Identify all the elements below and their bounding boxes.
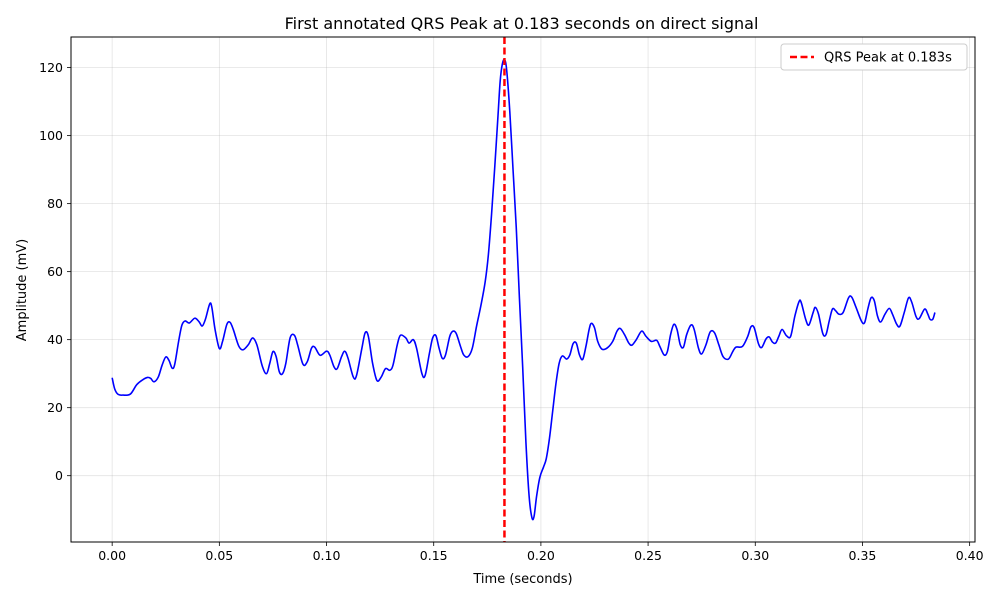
x-tick-label: 0.05 xyxy=(205,548,233,563)
y-axis-label: Amplitude (mV) xyxy=(15,239,30,341)
x-tick-label: 0.30 xyxy=(741,548,769,563)
y-tick-label: 20 xyxy=(47,400,63,415)
chart-title: First annotated QRS Peak at 0.183 second… xyxy=(285,14,759,33)
y-tick-label: 60 xyxy=(47,264,63,279)
x-tick-label: 0.20 xyxy=(527,548,555,563)
x-tick-label: 0.15 xyxy=(420,548,448,563)
signal-line xyxy=(111,58,936,521)
x-tick-label: 0.35 xyxy=(849,548,877,563)
y-tick-label: 0 xyxy=(55,468,63,483)
plot-area xyxy=(111,37,936,542)
x-tick-label: 0.00 xyxy=(98,548,126,563)
x-axis: 0.00 0.05 0.10 0.15 0.20 0.25 0.30 0.35 0.40 xyxy=(98,542,984,563)
x-tick-label: 0.25 xyxy=(634,548,662,563)
plot-frame xyxy=(70,36,976,543)
y-tick-label: 120 xyxy=(39,60,63,75)
x-axis-label: Time (seconds) xyxy=(472,572,572,587)
grid xyxy=(71,37,975,542)
legend-entry-qrs-peak: QRS Peak at 0.183s xyxy=(824,51,952,66)
x-tick-label: 0.10 xyxy=(313,548,341,563)
y-tick-label: 80 xyxy=(47,196,63,211)
legend: QRS Peak at 0.183s xyxy=(780,43,968,71)
legend-box xyxy=(780,43,968,71)
x-tick-label: 0.40 xyxy=(956,548,984,563)
y-tick-label: 40 xyxy=(47,332,63,347)
y-axis: 0 20 40 60 80 100 120 xyxy=(39,60,71,483)
y-tick-label: 100 xyxy=(39,128,63,143)
